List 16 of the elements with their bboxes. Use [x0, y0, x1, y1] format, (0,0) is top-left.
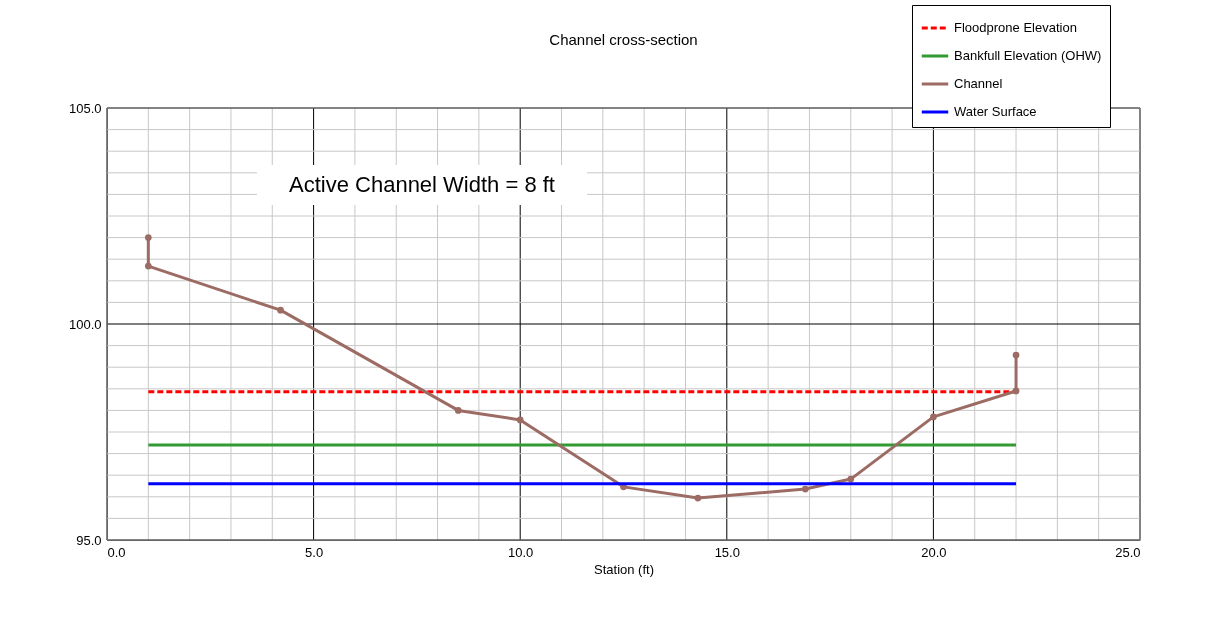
x-tick-label: 15.0	[714, 544, 740, 560]
x-axis-title: Station (ft)	[594, 561, 654, 577]
x-tick-label: 5.0	[305, 544, 324, 560]
x-tick-label: 10.0	[508, 544, 534, 560]
annotation: Active Channel Width = 8 ft	[289, 172, 555, 197]
x-tick-label: 25.0	[1115, 544, 1141, 560]
legend-label: Water Surface	[954, 104, 1037, 119]
y-tick-label: 95.0	[76, 532, 102, 548]
x-tick-label: 0.0	[107, 544, 126, 560]
chart-title: Channel cross-section	[549, 31, 698, 48]
y-tick-label: 100.0	[68, 316, 102, 332]
legend-label: Channel	[954, 76, 1003, 91]
legend-label: Floodprone Elevation	[954, 20, 1077, 35]
y-tick-label: 105.0	[68, 100, 102, 116]
x-tick-label: 20.0	[921, 544, 947, 560]
legend-label: Bankfull Elevation (OHW)	[954, 48, 1102, 63]
